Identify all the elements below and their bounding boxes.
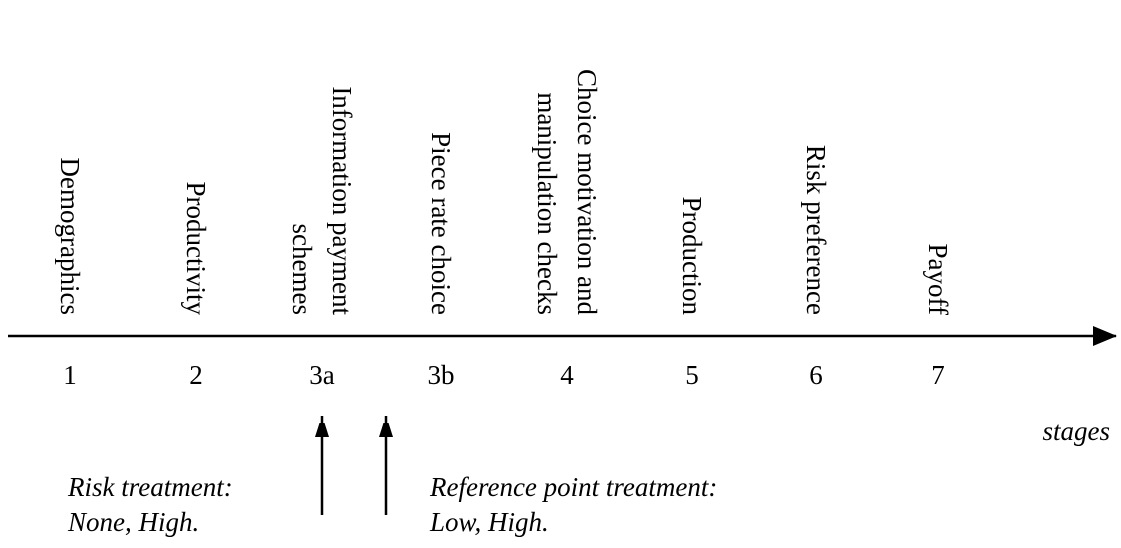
stage-number: 1 xyxy=(63,360,77,390)
stage-label: Risk preference xyxy=(801,145,831,315)
stage-number: 4 xyxy=(560,360,574,390)
treatment-title: Risk treatment: xyxy=(67,472,233,502)
stage-label: schemes xyxy=(287,224,317,315)
stage-label: Information payment xyxy=(327,86,357,315)
stage-label: Demographics xyxy=(55,158,85,315)
treatment-options: Low, High. xyxy=(429,507,549,537)
stage-label: Payoff xyxy=(923,244,953,316)
stage-label: Choice motivation and xyxy=(572,69,602,315)
stage-number: 2 xyxy=(189,360,203,390)
stage-number: 6 xyxy=(809,360,823,390)
stage-number: 3b xyxy=(428,360,455,390)
stage-label: Production xyxy=(677,197,707,316)
stage-number: 7 xyxy=(931,360,945,390)
treatment-options: None, High. xyxy=(67,507,199,537)
stage-label: Productivity xyxy=(181,182,211,316)
stage-number: 5 xyxy=(685,360,699,390)
stage-label: manipulation checks xyxy=(532,92,562,315)
stage-label: Piece rate choice xyxy=(426,132,456,315)
treatment-title: Reference point treatment: xyxy=(429,472,717,502)
stage-number: 3a xyxy=(309,360,335,390)
axis-label: stages xyxy=(1043,416,1111,446)
